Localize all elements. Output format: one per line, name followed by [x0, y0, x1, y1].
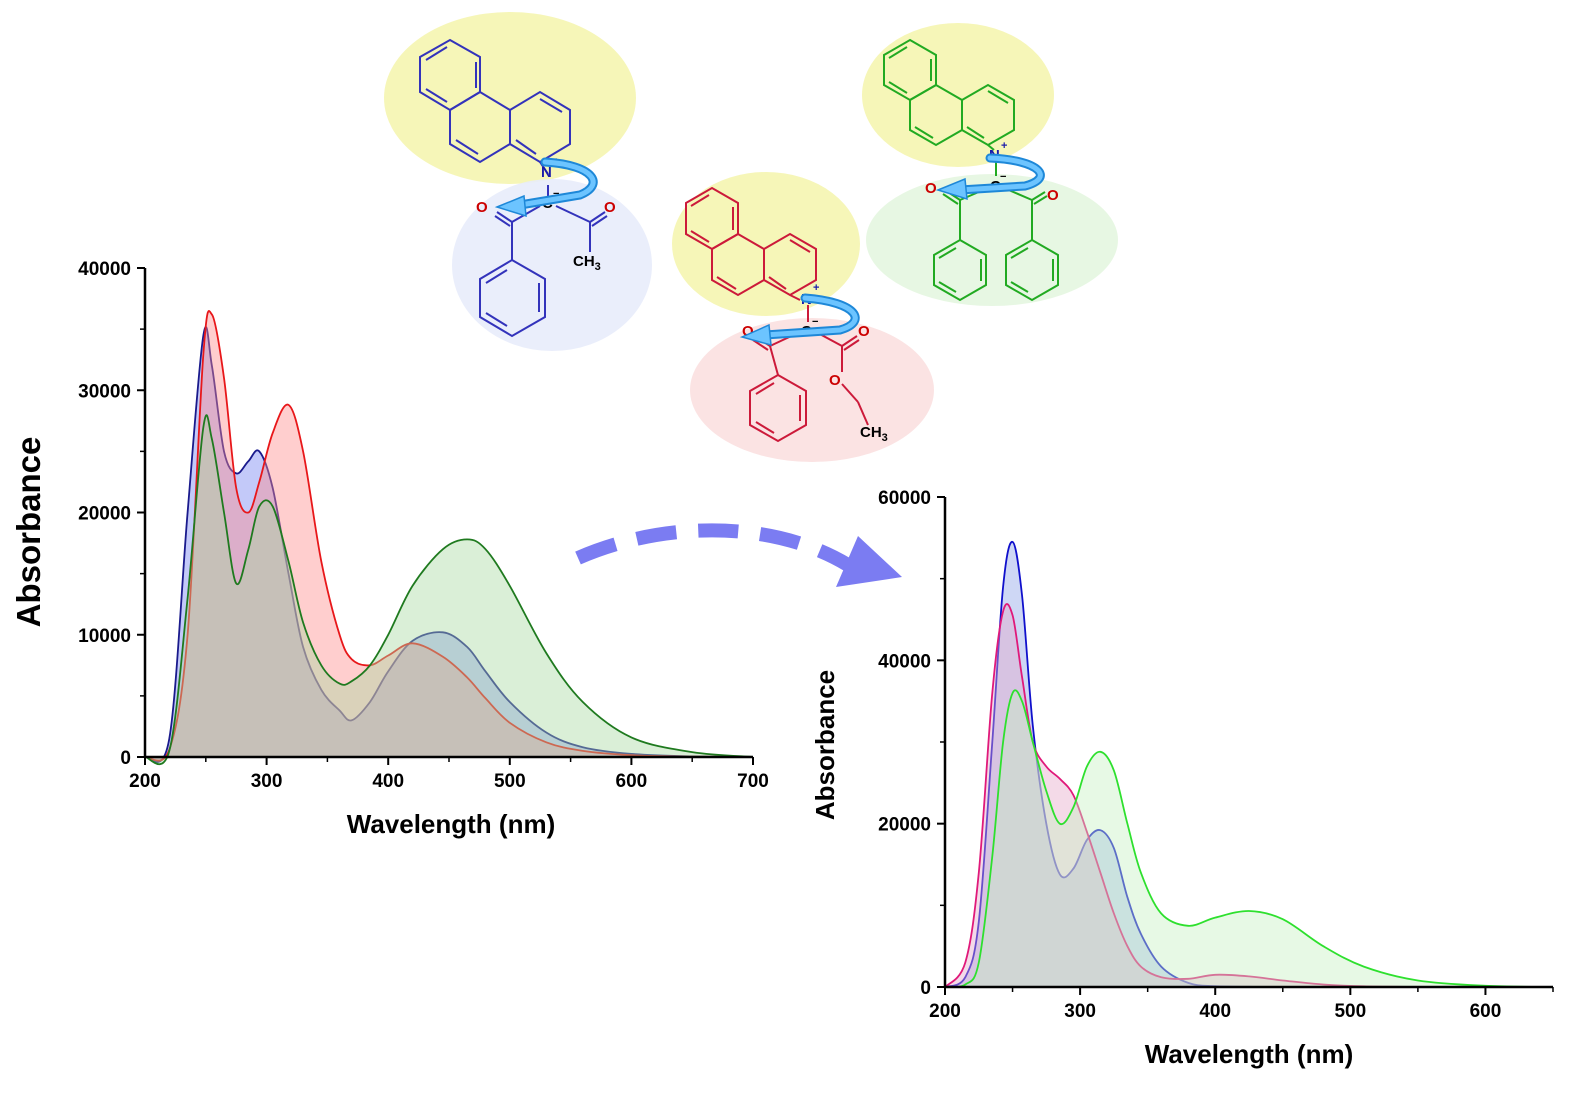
c1-series-1-area [145, 326, 753, 763]
c2-xtick-label: 500 [1334, 1001, 1366, 1022]
chart-right-series [944, 541, 1554, 989]
atom-o-right-1: O [604, 199, 616, 216]
molecule-green: N + C − O O [862, 23, 1118, 306]
c2-ytick-label: 60000 [878, 488, 931, 509]
highlight-green-3 [866, 174, 1118, 306]
c2-series-3-line [944, 689, 1554, 989]
atom-o-right-3: O [1047, 187, 1059, 204]
c1-ytick-label: 30000 [78, 381, 131, 402]
chart-right-x-title: Wavelength (nm) [1145, 1039, 1353, 1069]
highlight-yellow-1 [384, 12, 636, 184]
c1-series-3-line [144, 414, 754, 766]
atom-c-minus-1: − [553, 188, 559, 200]
c2-series-2-line [944, 603, 1553, 988]
atom-n-1: N [541, 164, 552, 181]
c1-xtick-label: 600 [616, 771, 648, 792]
c1-series-1-line [144, 326, 754, 763]
molecule-red: N + C − O O O CH3 [672, 172, 934, 462]
rotation-arrow-2 [739, 293, 860, 347]
chart-left-ticks: 200 300 400 500 600 700 0 10000 20000 30000 40000 [78, 259, 769, 792]
c1-xtick-label: 300 [251, 771, 283, 792]
chart-left-x-title: Wavelength (nm) [347, 809, 555, 839]
highlight-yellow-3 [862, 23, 1054, 167]
highlight-yellow-2 [672, 172, 860, 316]
atom-o-left-1: O [476, 199, 488, 216]
phenanthridinium-rings-3 [883, 38, 1059, 302]
atom-o-ester-2: O [829, 372, 841, 389]
c2-xtick-label: 300 [1064, 1001, 1096, 1022]
chart-right: 200 300 400 500 600 0 20000 40000 60000 Waveleng… [810, 488, 1554, 1069]
c2-ytick-label: 40000 [878, 651, 931, 672]
c2-xtick-label: 600 [1470, 1001, 1502, 1022]
c1-ytick-label: 0 [120, 748, 131, 769]
c2-xtick-label: 400 [1199, 1001, 1231, 1022]
phenanthridinium-rings-2 [685, 186, 869, 443]
c1-xtick-label: 200 [129, 771, 161, 792]
rotation-arrow-3 [935, 153, 1045, 201]
atom-o-left-3: O [925, 180, 937, 197]
c1-xtick-label: 700 [737, 771, 769, 792]
c1-series-3-area [145, 415, 753, 765]
c1-ytick-label: 20000 [78, 504, 131, 525]
ch-label-2: CH [860, 424, 882, 441]
c2-series-3-area [945, 690, 1553, 988]
c1-series-2-area [145, 310, 753, 761]
atom-ch3-1: CH3 [573, 253, 601, 273]
c1-ytick-label: 10000 [78, 626, 131, 647]
atom-o-right-2: O [858, 323, 870, 340]
chart-right-y-title: Absorbance [810, 670, 840, 820]
c1-ytick-label: 40000 [78, 259, 131, 280]
ch-subscript-1: 3 [595, 261, 601, 273]
ch-subscript-2: 3 [882, 432, 888, 444]
chart-left-series [144, 310, 754, 766]
c1-series-2-line [144, 310, 754, 762]
chart-right-ticks: 200 300 400 500 600 0 20000 40000 60000 [878, 488, 1554, 1022]
atom-n-plus-2: + [813, 282, 819, 294]
c2-series-1-area [945, 541, 1553, 987]
c2-ytick-label: 0 [920, 978, 931, 999]
highlight-lavender-1 [452, 179, 652, 351]
chart-left: 200 300 400 500 600 700010000200003000040000 … [10, 259, 769, 839]
rotation-arrow-1 [494, 157, 598, 218]
c2-series-2-area [945, 604, 1553, 987]
atom-ch3-2: CH3 [860, 424, 888, 444]
c2-ytick-label: 20000 [878, 815, 931, 836]
chart-left-y-title: Absorbance [10, 437, 47, 628]
transition-arrow [575, 523, 902, 587]
ch-label-1: CH [573, 253, 595, 270]
c1-xtick-label: 400 [372, 771, 404, 792]
highlight-pink-2 [690, 318, 934, 462]
atom-c-minus-3: − [1000, 171, 1006, 183]
c2-xtick-label: 200 [929, 1001, 961, 1022]
c1-xtick-label: 500 [494, 771, 526, 792]
molecule-blue: N + C − O O CH3 [384, 12, 652, 351]
atom-c-minus-2: − [812, 316, 818, 328]
atom-n-plus-3: + [1001, 140, 1007, 152]
